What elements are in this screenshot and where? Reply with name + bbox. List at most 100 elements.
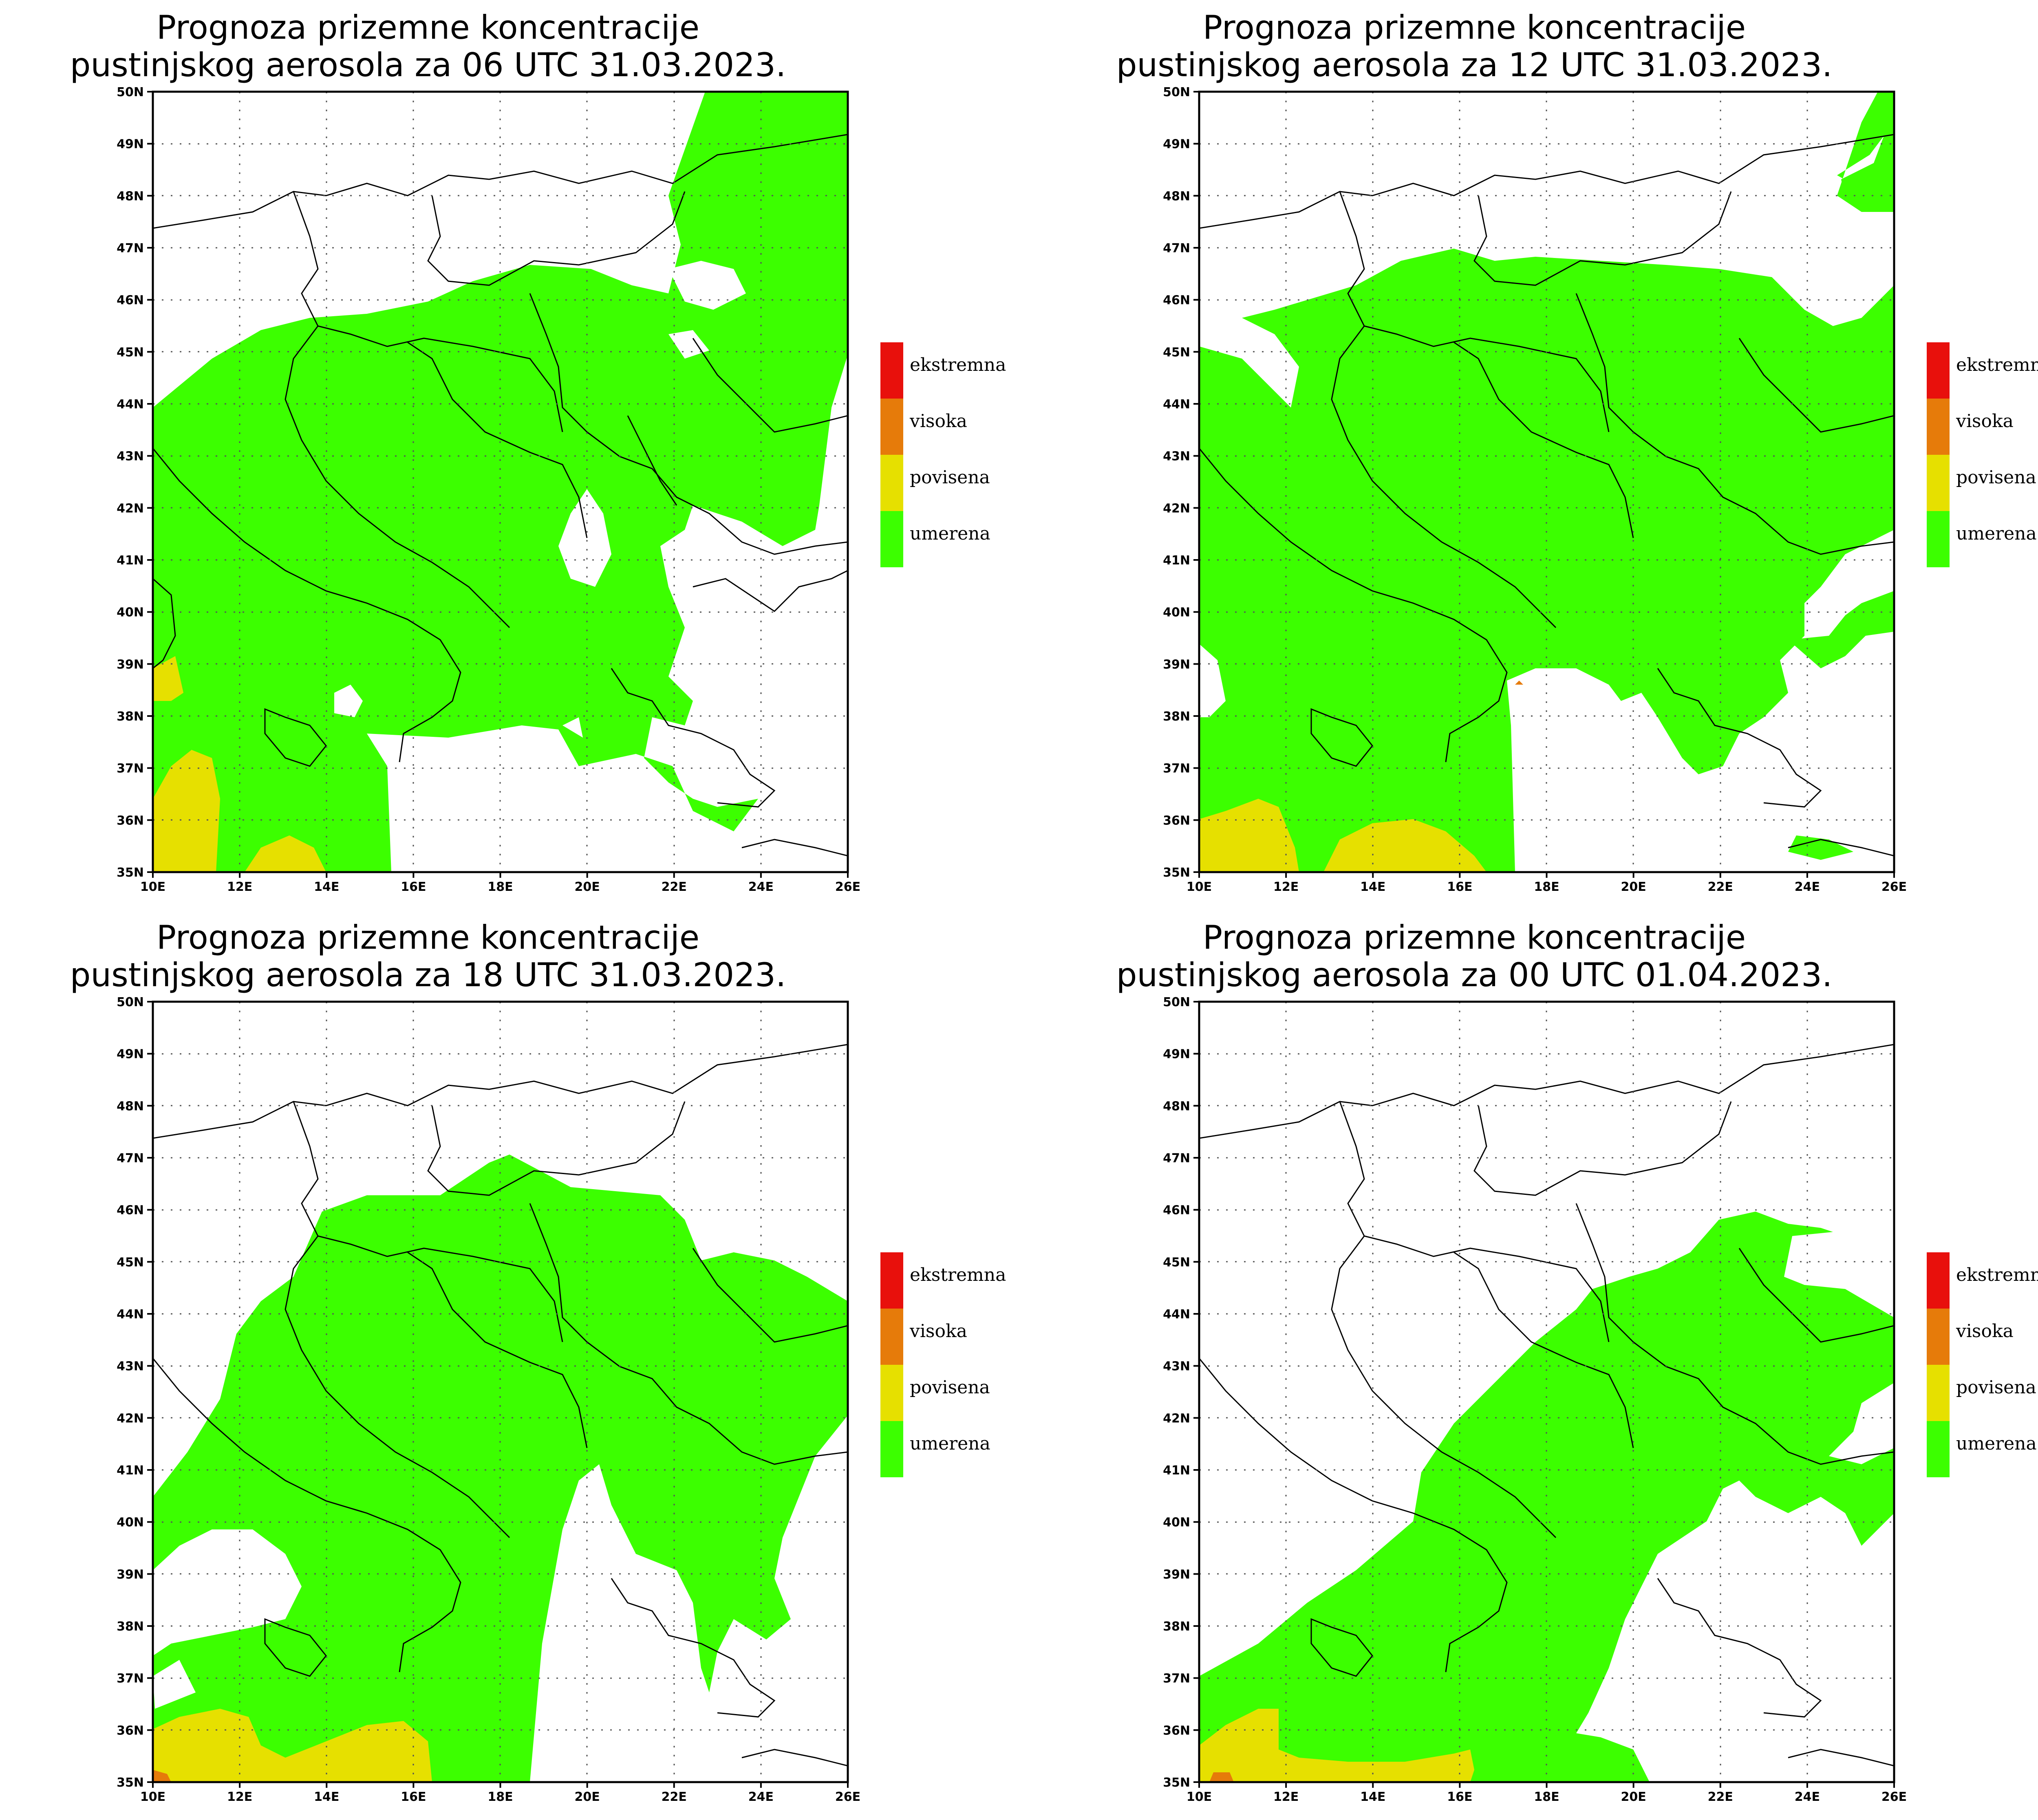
lat-tick-label: 44N: [117, 1307, 144, 1322]
lat-tick-label: 45N: [117, 1255, 144, 1269]
visoka-area: [1209, 1772, 1234, 1782]
legend-swatch: [1927, 1365, 1950, 1421]
legend-swatch: [880, 1309, 903, 1365]
lat-tick-label: 43N: [1163, 1359, 1190, 1374]
lon-ticks: 10E 12E 14E 16E 18E 20E 22E 24E 26E: [1187, 872, 1907, 894]
lat-tick-label: 35N: [117, 866, 144, 880]
lon-tick-label: 20E: [575, 880, 600, 894]
legend-swatch: [880, 1365, 903, 1421]
map-svg: 35N 36N 37N 38N 39N 40N 41N 42N 43N 44N 45N 46N 47N 4…: [117, 995, 1006, 1804]
lat-tick-label: 37N: [117, 1672, 144, 1686]
lat-tick-label: 49N: [117, 1047, 144, 1062]
legend-label: ekstremna: [1956, 1265, 2038, 1285]
lon-tick-label: 20E: [1621, 880, 1646, 894]
map-panel-1200: Prognoza prizemne koncentracije pustinjs…: [1046, 0, 2038, 910]
legend-label: umerena: [1956, 1433, 2037, 1454]
lat-tick-label: 46N: [1163, 1203, 1190, 1218]
legend-swatch: [880, 342, 903, 399]
lat-tick-label: 45N: [1163, 1255, 1190, 1269]
lat-ticks: 35N 36N 37N 38N 39N 40N 41N 42N 43N 44N 45N 46N 47N 4…: [1163, 85, 1199, 880]
lat-tick-label: 47N: [117, 1151, 144, 1166]
lon-tick-label: 20E: [575, 1790, 600, 1804]
povisena-area: [153, 750, 220, 872]
lat-tick-label: 37N: [1163, 1672, 1190, 1686]
legend-label: povisena: [1956, 1377, 2036, 1398]
legend-swatch: [1927, 1309, 1950, 1365]
panel-title: Prognoza prizemne koncentracije pustinjs…: [1046, 9, 1902, 84]
lon-tick-label: 26E: [835, 1790, 860, 1804]
lon-tick-label: 10E: [1187, 1790, 1212, 1804]
lat-tick-label: 49N: [1163, 1047, 1190, 1062]
borders: [153, 1044, 848, 1767]
lat-tick-label: 40N: [1163, 1516, 1190, 1530]
legend-label: ekstremna: [910, 1265, 1006, 1285]
lon-tick-label: 22E: [662, 1790, 687, 1804]
legend-label: ekstremna: [1956, 355, 2038, 375]
lat-tick-label: 38N: [117, 1619, 144, 1634]
legend: ekstremna visoka povisena umerena: [1927, 1252, 2038, 1477]
legend-label: ekstremna: [910, 355, 1006, 375]
lat-tick-label: 44N: [1163, 1307, 1190, 1322]
lat-tick-label: 49N: [1163, 137, 1190, 152]
lat-tick-label: 36N: [117, 1723, 144, 1738]
legend-label: visoka: [1956, 411, 2014, 432]
lat-tick-label: 36N: [1163, 1723, 1190, 1738]
povisena-area: [1199, 1709, 1474, 1782]
lat-tick-label: 38N: [1163, 1619, 1190, 1634]
legend-label: umerena: [910, 1433, 990, 1454]
lat-tick-label: 44N: [117, 397, 144, 412]
legend-swatch: [1927, 511, 1950, 567]
lon-tick-label: 26E: [1881, 1790, 1907, 1804]
title-line-2: pustinjskog aerosola za 12 UTC 31.03.202…: [1116, 46, 1833, 84]
legend-label: visoka: [909, 411, 967, 432]
lon-tick-label: 12E: [227, 880, 252, 894]
lat-tick-label: 42N: [1163, 501, 1190, 516]
lat-tick-label: 37N: [117, 762, 144, 776]
map-panel-0000: Prognoza prizemne koncentracije pustinjs…: [1046, 910, 2038, 1820]
borders: [1199, 134, 1894, 857]
lat-tick-label: 46N: [117, 293, 144, 308]
lon-tick-label: 18E: [1534, 880, 1559, 894]
lat-tick-label: 36N: [117, 813, 144, 828]
legend-label: povisena: [910, 467, 990, 488]
lon-ticks: 10E 12E 14E 16E 18E 20E 22E 24E 26E: [140, 872, 860, 894]
lon-tick-label: 22E: [1708, 880, 1733, 894]
aerosol-field: [153, 92, 848, 872]
map-svg: 35N 36N 37N 38N 39N 40N 41N 42N 43N 44N 45N 46N 47N 4…: [1163, 995, 2038, 1804]
lat-tick-label: 47N: [117, 241, 144, 256]
legend: ekstremna visoka povisena umerena: [880, 1252, 1006, 1477]
lat-tick-label: 40N: [117, 606, 144, 620]
lon-tick-label: 16E: [1447, 1790, 1472, 1804]
lat-tick-label: 48N: [117, 1099, 144, 1113]
lat-tick-label: 36N: [1163, 813, 1190, 828]
lon-tick-label: 14E: [314, 1790, 339, 1804]
lat-tick-label: 41N: [1163, 553, 1190, 568]
lat-tick-label: 48N: [117, 189, 144, 203]
lon-tick-label: 16E: [401, 1790, 426, 1804]
lat-tick-label: 40N: [117, 1516, 144, 1530]
borders: [1199, 1044, 1894, 1767]
legend-label: visoka: [909, 1321, 967, 1342]
title-line-2: pustinjskog aerosola za 06 UTC 31.03.202…: [70, 46, 786, 84]
lat-ticks: 35N 36N 37N 38N 39N 40N 41N 42N 43N 44N 45N 46N 47N 4…: [1163, 995, 1199, 1790]
lat-tick-label: 45N: [1163, 345, 1190, 359]
title-line-1: Prognoza prizemne koncentracije: [156, 9, 700, 46]
legend-swatch: [1927, 342, 1950, 399]
lon-tick-label: 14E: [314, 880, 339, 894]
lat-tick-label: 35N: [117, 1776, 144, 1790]
lat-tick-label: 46N: [117, 1203, 144, 1218]
map-svg: 35N 36N 37N 38N 39N 40N 41N 42N 43N 44N 45N 46N 47N 4…: [117, 85, 1006, 894]
lon-tick-label: 20E: [1621, 1790, 1646, 1804]
legend-label: visoka: [1956, 1321, 2014, 1342]
lon-tick-label: 10E: [140, 1790, 165, 1804]
lon-tick-label: 24E: [748, 1790, 774, 1804]
map-panel-0600: Prognoza prizemne koncentracije pustinjs…: [0, 0, 1046, 910]
lat-tick-label: 50N: [1163, 85, 1190, 99]
lon-tick-label: 10E: [140, 880, 165, 894]
title-line-1: Prognoza prizemne koncentracije: [1202, 9, 1746, 46]
lat-tick-label: 43N: [1163, 449, 1190, 464]
povisena-area: [1199, 799, 1299, 872]
lat-tick-label: 35N: [1163, 866, 1190, 880]
legend-swatch: [1927, 1421, 1950, 1477]
lon-tick-label: 24E: [748, 880, 774, 894]
